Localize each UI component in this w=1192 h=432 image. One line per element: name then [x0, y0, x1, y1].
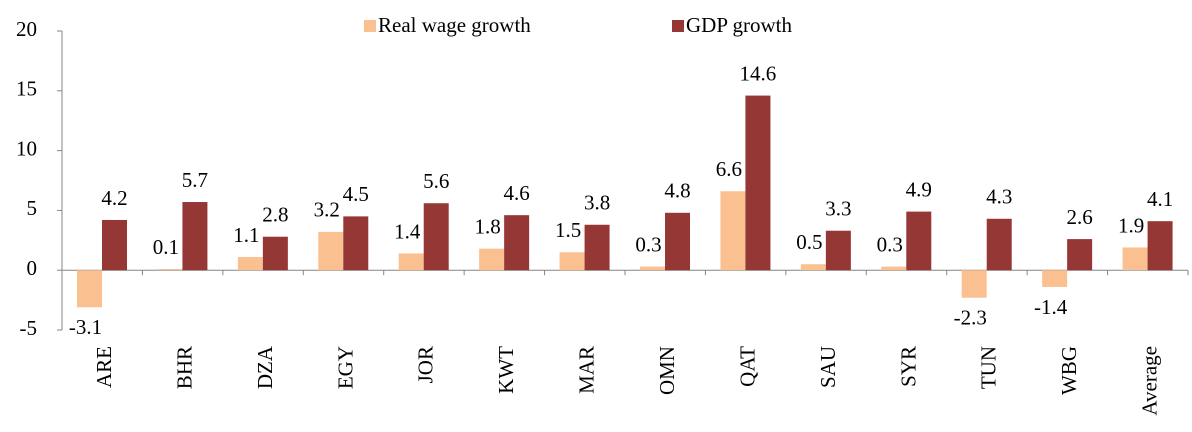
- bar: [262, 236, 288, 271]
- bar: [102, 219, 127, 271]
- y-tick-label: 5: [27, 196, 38, 220]
- data-label: 4.3: [986, 185, 1012, 209]
- bar: [504, 215, 530, 271]
- data-label: -2.3: [954, 306, 987, 330]
- data-label: 1.5: [555, 218, 581, 242]
- data-label: 5.7: [182, 168, 208, 192]
- bar: [986, 218, 1012, 271]
- bar: [1122, 247, 1148, 271]
- bar: [1147, 221, 1173, 271]
- bar: [1042, 270, 1068, 287]
- bar: [182, 202, 208, 271]
- data-label: -1.4: [1034, 295, 1068, 319]
- bar: [881, 266, 907, 271]
- bar: [640, 266, 665, 271]
- data-label: -3.1: [69, 315, 102, 339]
- data-label: 0.1: [153, 235, 179, 259]
- bar: [906, 211, 932, 271]
- data-label: 4.5: [343, 182, 369, 206]
- y-tick-label: -5: [20, 316, 38, 340]
- bar: [745, 95, 771, 271]
- data-label: 14.6: [740, 61, 777, 85]
- legend-swatch: [672, 20, 684, 32]
- bar: [559, 252, 585, 271]
- bar: [961, 270, 987, 298]
- bar: [237, 257, 263, 271]
- x-tick-label: ARE: [92, 346, 116, 388]
- data-label: 1.8: [475, 214, 501, 238]
- data-label: 0.3: [635, 232, 661, 256]
- x-tick-label: OMN: [655, 346, 679, 395]
- data-label: 3.3: [825, 197, 851, 221]
- data-label: 4.9: [906, 177, 932, 201]
- x-tick-label: BHR: [172, 346, 196, 389]
- data-label: 4.1: [1147, 187, 1173, 211]
- legend-label: Real wage growth: [378, 13, 531, 37]
- data-label: 0.3: [877, 232, 903, 256]
- legend-swatch: [364, 20, 376, 32]
- bar: [800, 264, 826, 271]
- x-tick-label: Average: [1138, 346, 1162, 416]
- bar: [398, 253, 424, 271]
- data-label: 1.9: [1118, 213, 1144, 237]
- data-label: 6.6: [716, 157, 742, 181]
- x-tick-label: DZA: [253, 345, 277, 389]
- y-tick-label: 20: [16, 17, 37, 41]
- data-label: 2.8: [262, 203, 288, 227]
- bar: [157, 269, 183, 271]
- data-label: 5.6: [423, 169, 449, 193]
- data-label: 3.8: [584, 191, 610, 215]
- data-label: 1.4: [394, 219, 421, 243]
- data-label: 0.5: [796, 230, 822, 254]
- y-tick-label: 0: [27, 256, 38, 280]
- x-tick-label: KWT: [494, 346, 518, 394]
- bar: [343, 216, 369, 271]
- x-tick-label: TUN: [977, 346, 1001, 389]
- data-label: 1.1: [233, 223, 259, 247]
- data-label: 4.6: [504, 181, 530, 205]
- x-tick-label: EGY: [333, 346, 357, 389]
- x-tick-label: SAU: [816, 346, 840, 388]
- bar: [825, 230, 851, 271]
- bar: [720, 191, 746, 271]
- x-tick-label: WBG: [1057, 346, 1081, 395]
- data-label: 4.2: [101, 186, 127, 210]
- data-label: 2.6: [1067, 205, 1093, 229]
- x-tick-label: MAR: [575, 346, 599, 394]
- data-label: 4.8: [664, 179, 690, 203]
- bar: [77, 270, 102, 308]
- y-tick-label: 15: [16, 77, 37, 101]
- x-tick-label: JOR: [414, 346, 438, 383]
- x-tick-label: SYR: [896, 346, 920, 387]
- bar: [1067, 239, 1093, 271]
- bar: [423, 203, 449, 271]
- legend-label: GDP growth: [686, 13, 792, 37]
- bar: [665, 212, 690, 271]
- bar: [584, 224, 610, 271]
- x-tick-label: QAT: [735, 346, 759, 387]
- data-label: 3.2: [314, 198, 340, 222]
- y-tick-label: 10: [16, 136, 37, 160]
- bar: [479, 248, 505, 271]
- bar: [318, 231, 344, 271]
